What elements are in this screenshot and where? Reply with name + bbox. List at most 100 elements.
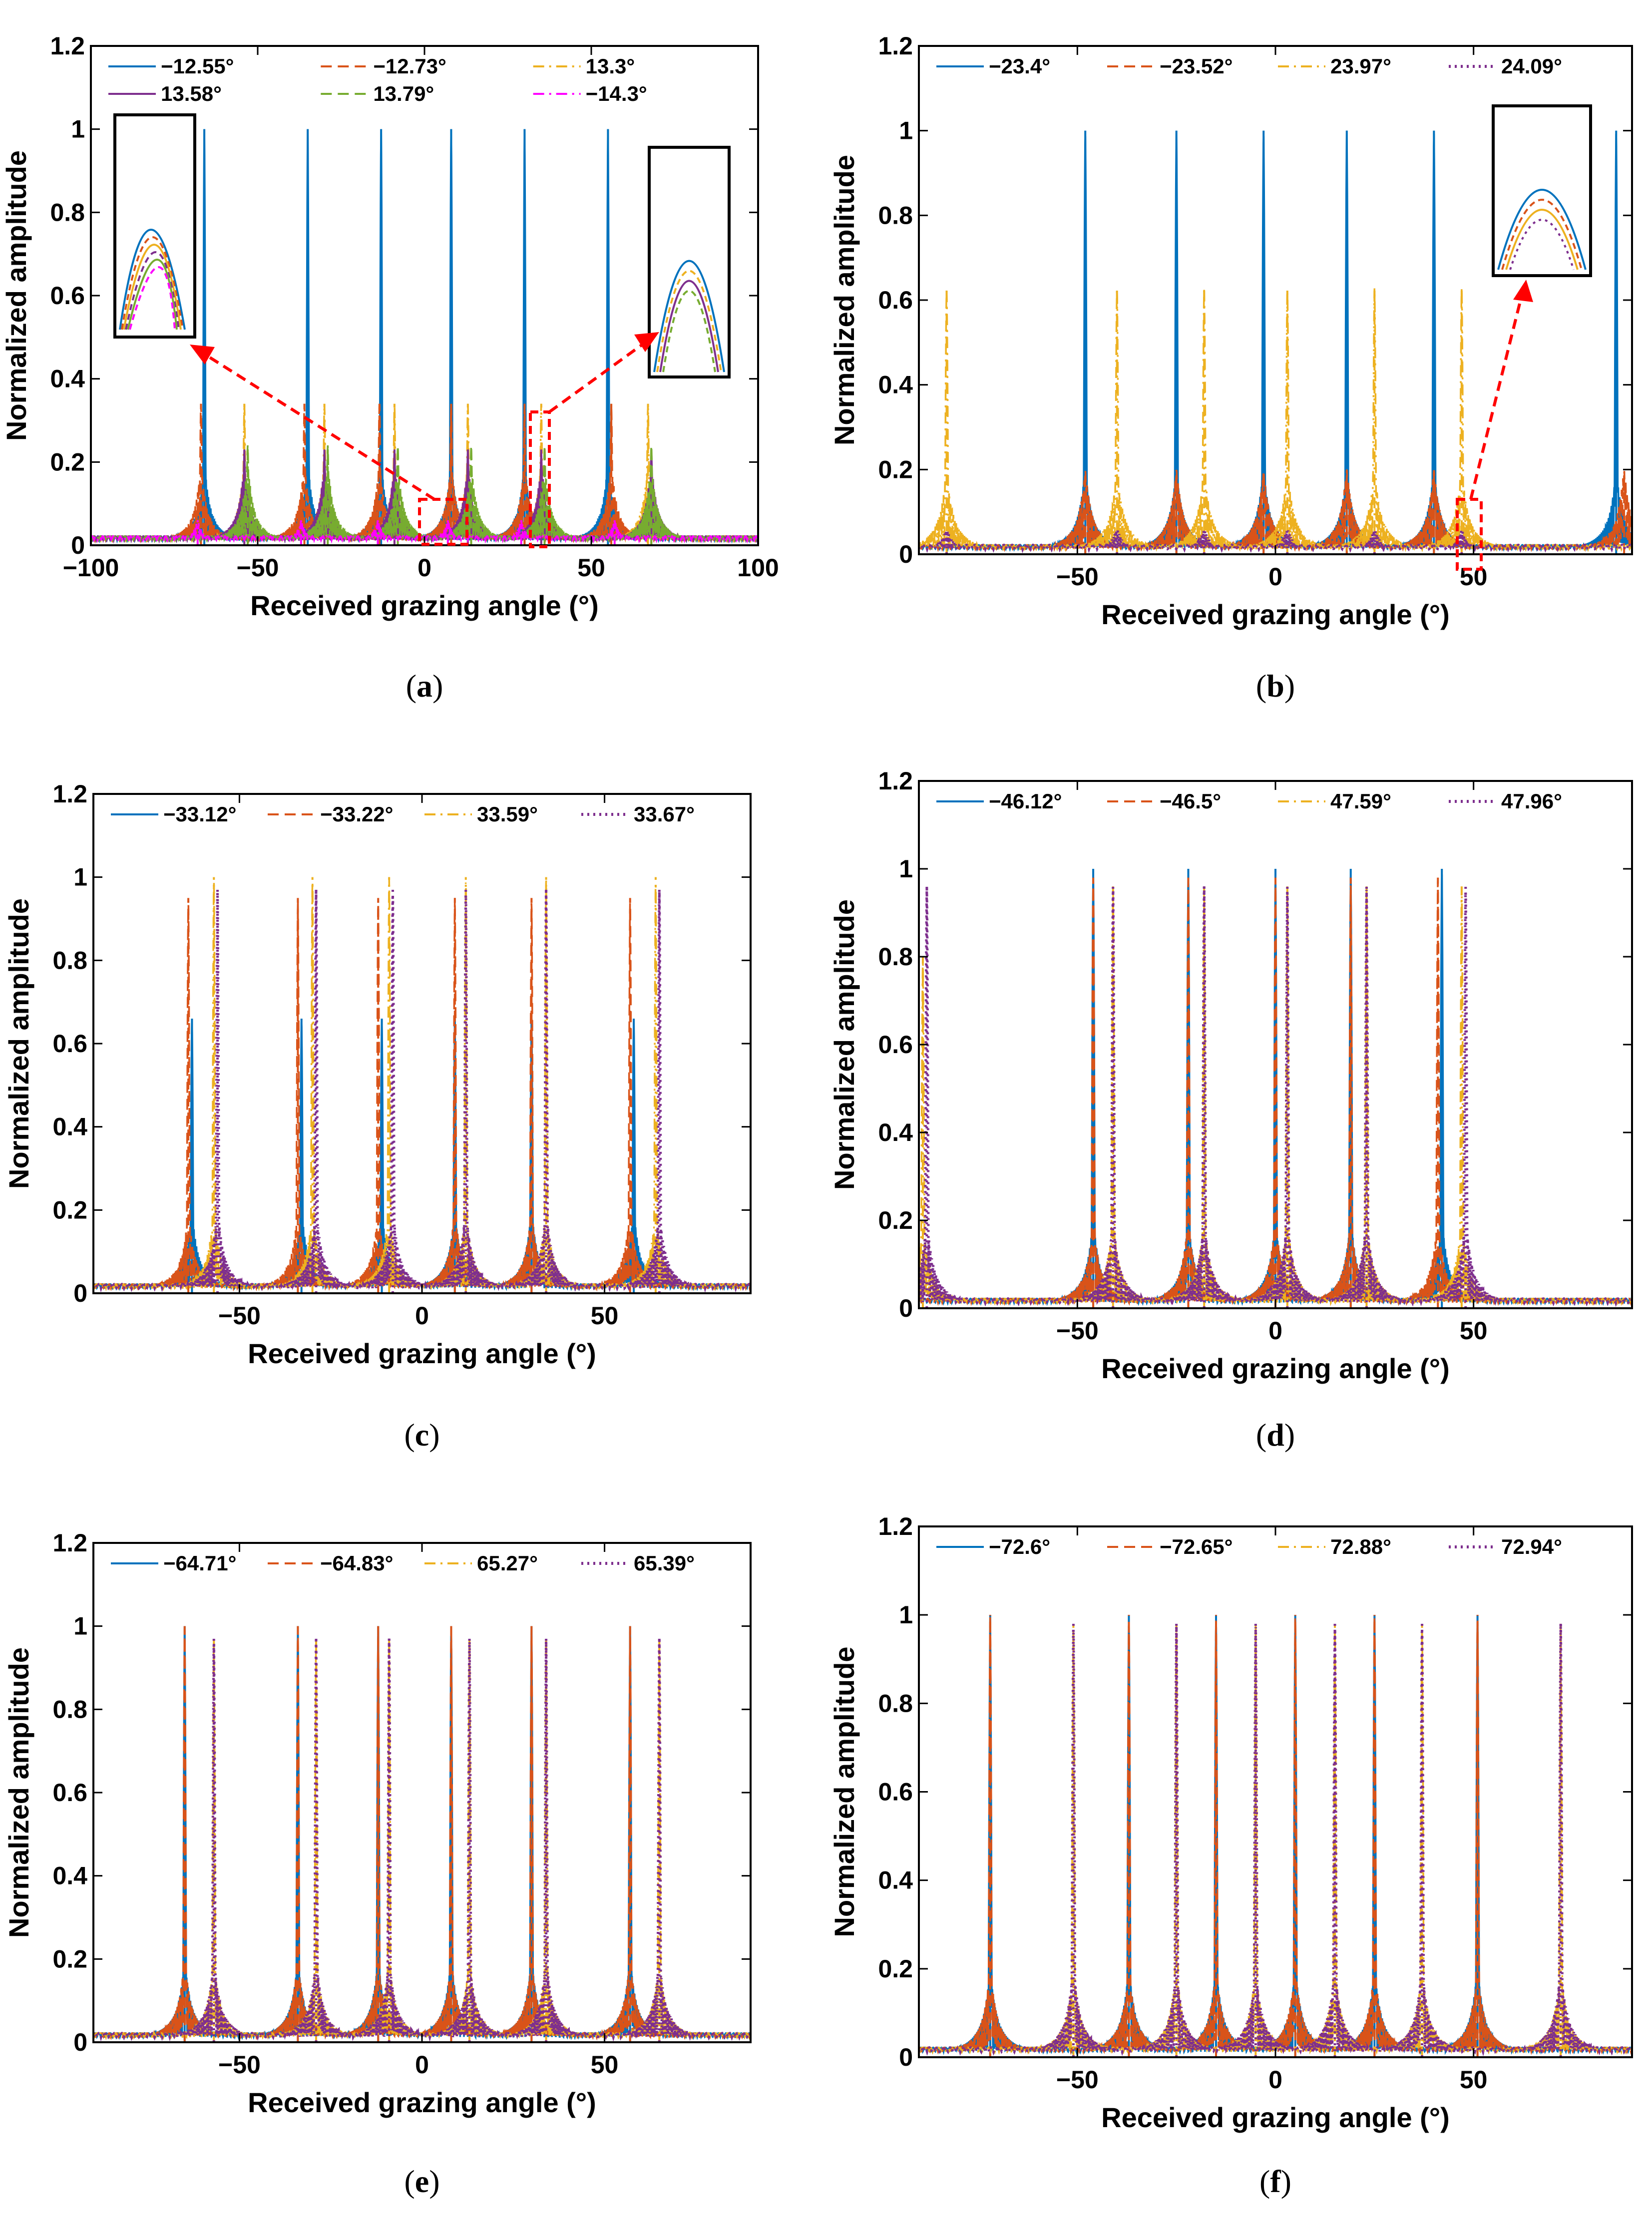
x-axis-label: Received grazing angle (°) [250, 590, 599, 621]
y-tick-label: 0.8 [52, 946, 87, 974]
y-tick-label: 0.4 [878, 1866, 913, 1894]
y-tick-label: 1 [899, 1601, 913, 1629]
x-tick-label: −100 [63, 554, 119, 582]
zoom-inset-b [1492, 104, 1592, 277]
y-axis-label: Normalized amplitude [0, 150, 32, 441]
inset-curve [1505, 209, 1579, 270]
series-line-e-1 [93, 1627, 751, 2041]
x-tick-label: 0 [417, 554, 431, 582]
zoom-region-a-right [529, 410, 551, 548]
y-tick-label: 0.2 [52, 1196, 87, 1224]
y-tick-label: 0.6 [50, 282, 85, 310]
legend-label: 33.59° [477, 802, 538, 826]
series-line-e-2 [93, 1638, 751, 2041]
y-axis-label: Normalized amplitude [828, 155, 860, 445]
y-tick-label: 1 [71, 115, 85, 143]
legend-label: −72.6° [989, 1535, 1050, 1558]
inset-curve [125, 251, 180, 330]
caption-paren: ( [1256, 668, 1266, 704]
x-axis-label: Received grazing angle (°) [1101, 1353, 1450, 1384]
y-tick-label: 0 [73, 2028, 87, 2056]
legend-label: 72.94° [1501, 1535, 1562, 1558]
x-tick-label: 0 [1268, 2066, 1282, 2094]
legend-label: −14.3° [586, 82, 647, 105]
legend: −72.6° −72.65° 72.88° 72.94° [936, 1535, 1562, 1558]
x-axis-label: Received grazing angle (°) [248, 1338, 596, 1369]
caption-letter: c [415, 1417, 429, 1453]
zoom-inset-a-right [648, 146, 731, 378]
chart-panel-c: 0 0.2 0.4 0.6 0.8 1 1.2 −50 0 50 Received grazing … [3, 780, 752, 1453]
inset-box [648, 146, 731, 378]
caption-letter: f [1270, 2164, 1281, 2199]
chart-panel-d: 0 0.2 0.4 0.6 0.8 1 1.2 −50 0 50 Received grazing … [828, 767, 1633, 1453]
x-tick-label: 50 [1460, 563, 1488, 591]
y-tick-label: 0 [899, 2043, 913, 2071]
caption-paren: ) [1281, 2164, 1291, 2199]
y-tick-label: 1.2 [50, 32, 85, 60]
inset-curve [1497, 189, 1587, 270]
x-tick-label: 0 [1268, 1317, 1282, 1345]
y-tick-label: 1.2 [52, 1529, 87, 1557]
axes-box [92, 1542, 752, 2043]
inset-curve [659, 280, 719, 372]
legend-label: 47.96° [1501, 789, 1562, 813]
legend-label: 24.09° [1501, 54, 1562, 78]
inset-curve [127, 259, 178, 330]
x-tick-label: −50 [218, 2051, 261, 2079]
legend: −64.71° −64.83° 65.27° 65.39° [111, 1551, 695, 1575]
x-tick-label: −50 [237, 554, 279, 582]
x-tick-label: 50 [1460, 2066, 1488, 2094]
legend-label: 72.88° [1330, 1535, 1391, 1558]
y-tick-label: 0.8 [878, 1689, 913, 1717]
caption-paren: ( [404, 1417, 414, 1453]
inset-curve [123, 244, 182, 330]
caption-letter: b [1266, 668, 1284, 704]
y-tick-label: 1 [73, 863, 87, 891]
legend-label: 13.58° [161, 82, 222, 105]
x-tick-label: 50 [591, 1302, 619, 1330]
legend-label: 23.97° [1330, 54, 1391, 78]
y-axis-label: Normalized amplitude [3, 898, 34, 1189]
y-tick-label: 0.8 [878, 201, 913, 229]
legend-label: −12.73° [373, 54, 446, 78]
x-tick-label: 0 [415, 1302, 429, 1330]
caption-paren: ) [1284, 1417, 1295, 1453]
legend-label: −23.52° [1160, 54, 1233, 78]
legend: −33.12° −33.22° 33.59° 33.67° [111, 802, 695, 826]
x-tick-label: −50 [1056, 563, 1099, 591]
y-tick-label: 0.4 [878, 371, 913, 399]
y-tick-label: 0.2 [52, 1945, 87, 1973]
series-line-a-5 [91, 520, 758, 544]
inset-curve [653, 260, 725, 372]
caption-paren: ) [429, 1417, 439, 1453]
y-tick-label: 0 [899, 540, 913, 568]
legend-label: 13.3° [586, 54, 635, 78]
legend-label: 65.27° [477, 1551, 538, 1575]
legend-label: −72.65° [1160, 1535, 1233, 1558]
series-group [919, 1615, 1632, 2057]
legend-label: −64.83° [320, 1551, 393, 1575]
y-tick-label: 0.2 [878, 455, 913, 483]
legend-label: −46.5° [1160, 789, 1221, 813]
legend: −12.55° −12.73° 13.3° 13.58° 13.79° −14.3° [108, 54, 647, 105]
x-tick-label: 100 [737, 554, 779, 582]
series-line-f-3 [919, 1623, 1632, 2057]
y-tick-label: 1.2 [878, 32, 913, 60]
y-tick-label: 0.6 [52, 1779, 87, 1807]
legend-label: 65.39° [634, 1551, 695, 1575]
axes-box [918, 1525, 1633, 2058]
x-tick-label: 0 [415, 2051, 429, 2079]
legend-label: −46.12° [989, 789, 1062, 813]
caption-paren: ) [432, 668, 443, 704]
caption-paren: ) [429, 2164, 439, 2199]
x-tick-label: 0 [1268, 563, 1282, 591]
y-tick-label: 0.6 [878, 1031, 913, 1059]
inset-curve [1509, 219, 1575, 270]
panel-caption: (e) [404, 2164, 439, 2199]
y-tick-label: 0.2 [50, 448, 85, 476]
x-axis-label: Received grazing angle (°) [1101, 599, 1450, 630]
series-line-e-3 [93, 1638, 751, 2042]
panel-caption: (d) [1256, 1417, 1295, 1453]
y-tick-label: 0.8 [52, 1695, 87, 1723]
